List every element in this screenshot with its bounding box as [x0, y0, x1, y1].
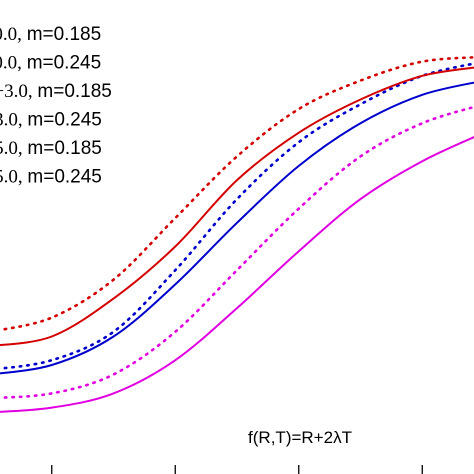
legend-param: λ = −5.0, [0, 167, 27, 188]
legend-param: λ = 0.0, [0, 53, 27, 74]
series-line-4 [0, 81, 474, 375]
legend: λ = 0.0, m=0.185λ = 0.0, m=0.245λ = −3.0… [0, 24, 112, 188]
series-line-2 [0, 62, 474, 370]
series-line-3 [0, 66, 474, 347]
legend-entry-2: λ = 0.0, m=0.245 [0, 53, 101, 74]
legend-param: λ = −3.0, [0, 110, 27, 131]
chart-annotation: f(R,T)=R+2λT [248, 428, 352, 447]
legend-entry-5: λ = −5.0, m=0.185 [0, 138, 102, 159]
legend-param: λ = −5.0, [0, 138, 27, 159]
legend-param: λ = 0.0, [0, 24, 27, 45]
legend-mass: m=0.185 [37, 81, 111, 102]
x-axis-ticks [51, 465, 423, 474]
legend-entry-1: λ = 0.0, m=0.185 [0, 24, 101, 45]
legend-entry-4: λ = −3.0, m=0.245 [0, 110, 102, 131]
legend-entry-6: λ = −5.0, m=0.245 [0, 167, 102, 188]
plot-area [0, 56, 474, 413]
legend-mass: m=0.245 [27, 167, 101, 188]
legend-mass: m=0.245 [27, 53, 101, 74]
legend-entry-3: λ = −3.0, m=0.185 [0, 81, 112, 102]
legend-mass: m=0.185 [27, 138, 101, 159]
series-line-6 [0, 136, 474, 413]
series-line-1 [0, 56, 474, 332]
legend-mass: m=0.245 [27, 110, 101, 131]
series-line-5 [0, 105, 474, 400]
legend-mass: m=0.185 [27, 24, 101, 45]
legend-param: λ = −3.0, [0, 81, 37, 102]
